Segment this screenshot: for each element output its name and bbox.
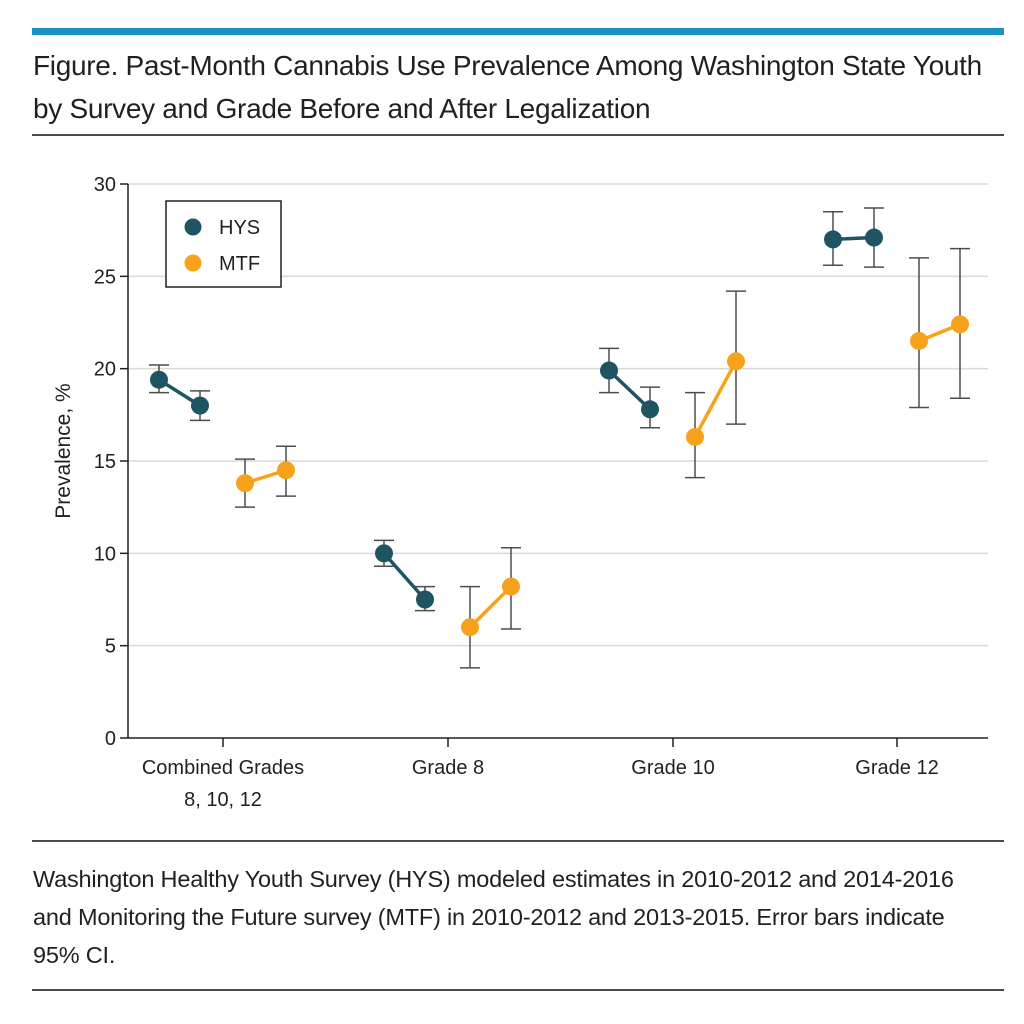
data-point-mtf xyxy=(461,618,479,637)
legend-marker-hys xyxy=(184,218,202,236)
series-connector-line xyxy=(382,552,427,601)
y-tick-label: 15 xyxy=(94,451,116,473)
top-accent-rule xyxy=(32,28,1004,35)
data-point-hys xyxy=(824,230,842,249)
caption-bottom-divider xyxy=(32,989,1004,991)
figure-title: Figure. Past-Month Cannabis Use Prevalen… xyxy=(33,50,982,124)
y-tick-label: 25 xyxy=(94,266,116,288)
title-divider xyxy=(32,134,1004,136)
data-point-mtf xyxy=(686,427,704,446)
legend-label-mtf: MTF xyxy=(219,253,260,275)
legend-box xyxy=(165,200,282,288)
legend-marker-mtf xyxy=(184,254,202,272)
data-point-mtf xyxy=(727,352,745,371)
data-point-mtf xyxy=(502,577,520,596)
y-tick-label: 20 xyxy=(94,359,116,381)
data-point-hys xyxy=(865,228,883,247)
series-connector-line xyxy=(468,585,513,629)
y-tick-label: 0 xyxy=(105,728,116,750)
data-point-hys xyxy=(416,590,434,609)
data-point-mtf xyxy=(951,315,969,334)
prevalence-chart: 0 5 10 15 20 25 30 Prevalence, % Combined Grades… xyxy=(52,174,988,811)
series-connector-line xyxy=(607,369,652,411)
y-axis-label: Prevalence, % xyxy=(52,383,75,518)
data-point-hys xyxy=(150,370,168,389)
y-tick-label: 10 xyxy=(94,543,116,565)
caption-top-divider xyxy=(32,840,1004,842)
y-tick-label: 30 xyxy=(94,174,116,196)
data-point-hys xyxy=(600,361,618,380)
x-tick-label: Grade 10 xyxy=(631,757,714,779)
data-point-hys xyxy=(641,400,659,419)
x-tick-label: Grade 12 xyxy=(855,757,938,779)
y-tick-label: 5 xyxy=(105,636,116,658)
data-point-mtf xyxy=(910,331,928,350)
data-point-hys xyxy=(191,396,209,415)
figure-caption: Washington Healthy Youth Survey (HYS) mo… xyxy=(33,866,954,968)
data-point-mtf xyxy=(236,474,254,493)
x-tick-label: Combined Grades xyxy=(142,757,304,779)
data-point-hys xyxy=(375,544,393,563)
x-tick-label: Grade 8 xyxy=(412,757,484,779)
x-tick-label: 8, 10, 12 xyxy=(184,789,262,811)
legend-label-hys: HYS xyxy=(219,217,260,239)
data-point-mtf xyxy=(277,461,295,480)
series-connector-line xyxy=(693,360,738,438)
